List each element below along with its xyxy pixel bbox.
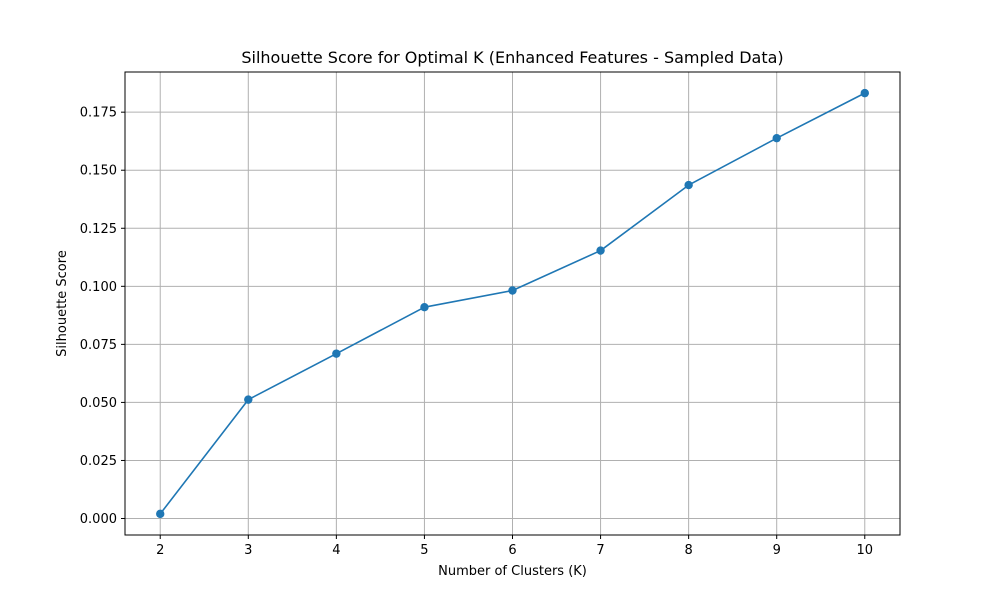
y-tick-label: 0.000 (80, 512, 117, 527)
chart-title: Silhouette Score for Optimal K (Enhanced… (241, 48, 783, 67)
x-axis-label: Number of Clusters (K) (438, 564, 587, 579)
data-point (156, 509, 165, 519)
axis-ticks: 2 3 4 5 6 7 8 9 10 0.000 0.025 0.050 0.075 0.100 0.125… (80, 106, 873, 558)
x-tick-label: 4 (332, 543, 340, 558)
y-tick-label: 0.125 (80, 222, 117, 237)
x-tick-label: 3 (244, 543, 252, 558)
data-point (860, 88, 869, 98)
data-point (772, 133, 781, 143)
data-point (332, 349, 341, 358)
x-tick-label: 8 (684, 543, 692, 558)
x-tick-label: 9 (773, 543, 781, 558)
y-tick-label: 0.175 (80, 106, 117, 121)
y-tick-label: 0.100 (80, 280, 117, 295)
y-axis-label: Silhouette Score (55, 250, 70, 357)
x-tick-label: 10 (856, 543, 873, 558)
x-tick-label: 7 (596, 543, 604, 558)
x-tick-label: 5 (420, 543, 428, 558)
data-point (684, 180, 693, 190)
x-tick-label: 6 (508, 543, 516, 558)
y-tick-label: 0.150 (80, 164, 117, 179)
data-point (508, 286, 517, 295)
data-point (420, 303, 429, 312)
x-tick-label: 2 (156, 543, 164, 558)
data-point (244, 395, 253, 404)
y-tick-label: 0.025 (80, 454, 117, 469)
y-tick-label: 0.050 (80, 396, 117, 411)
series-layer (156, 88, 869, 519)
data-point (596, 246, 605, 255)
y-tick-label: 0.075 (80, 338, 117, 353)
